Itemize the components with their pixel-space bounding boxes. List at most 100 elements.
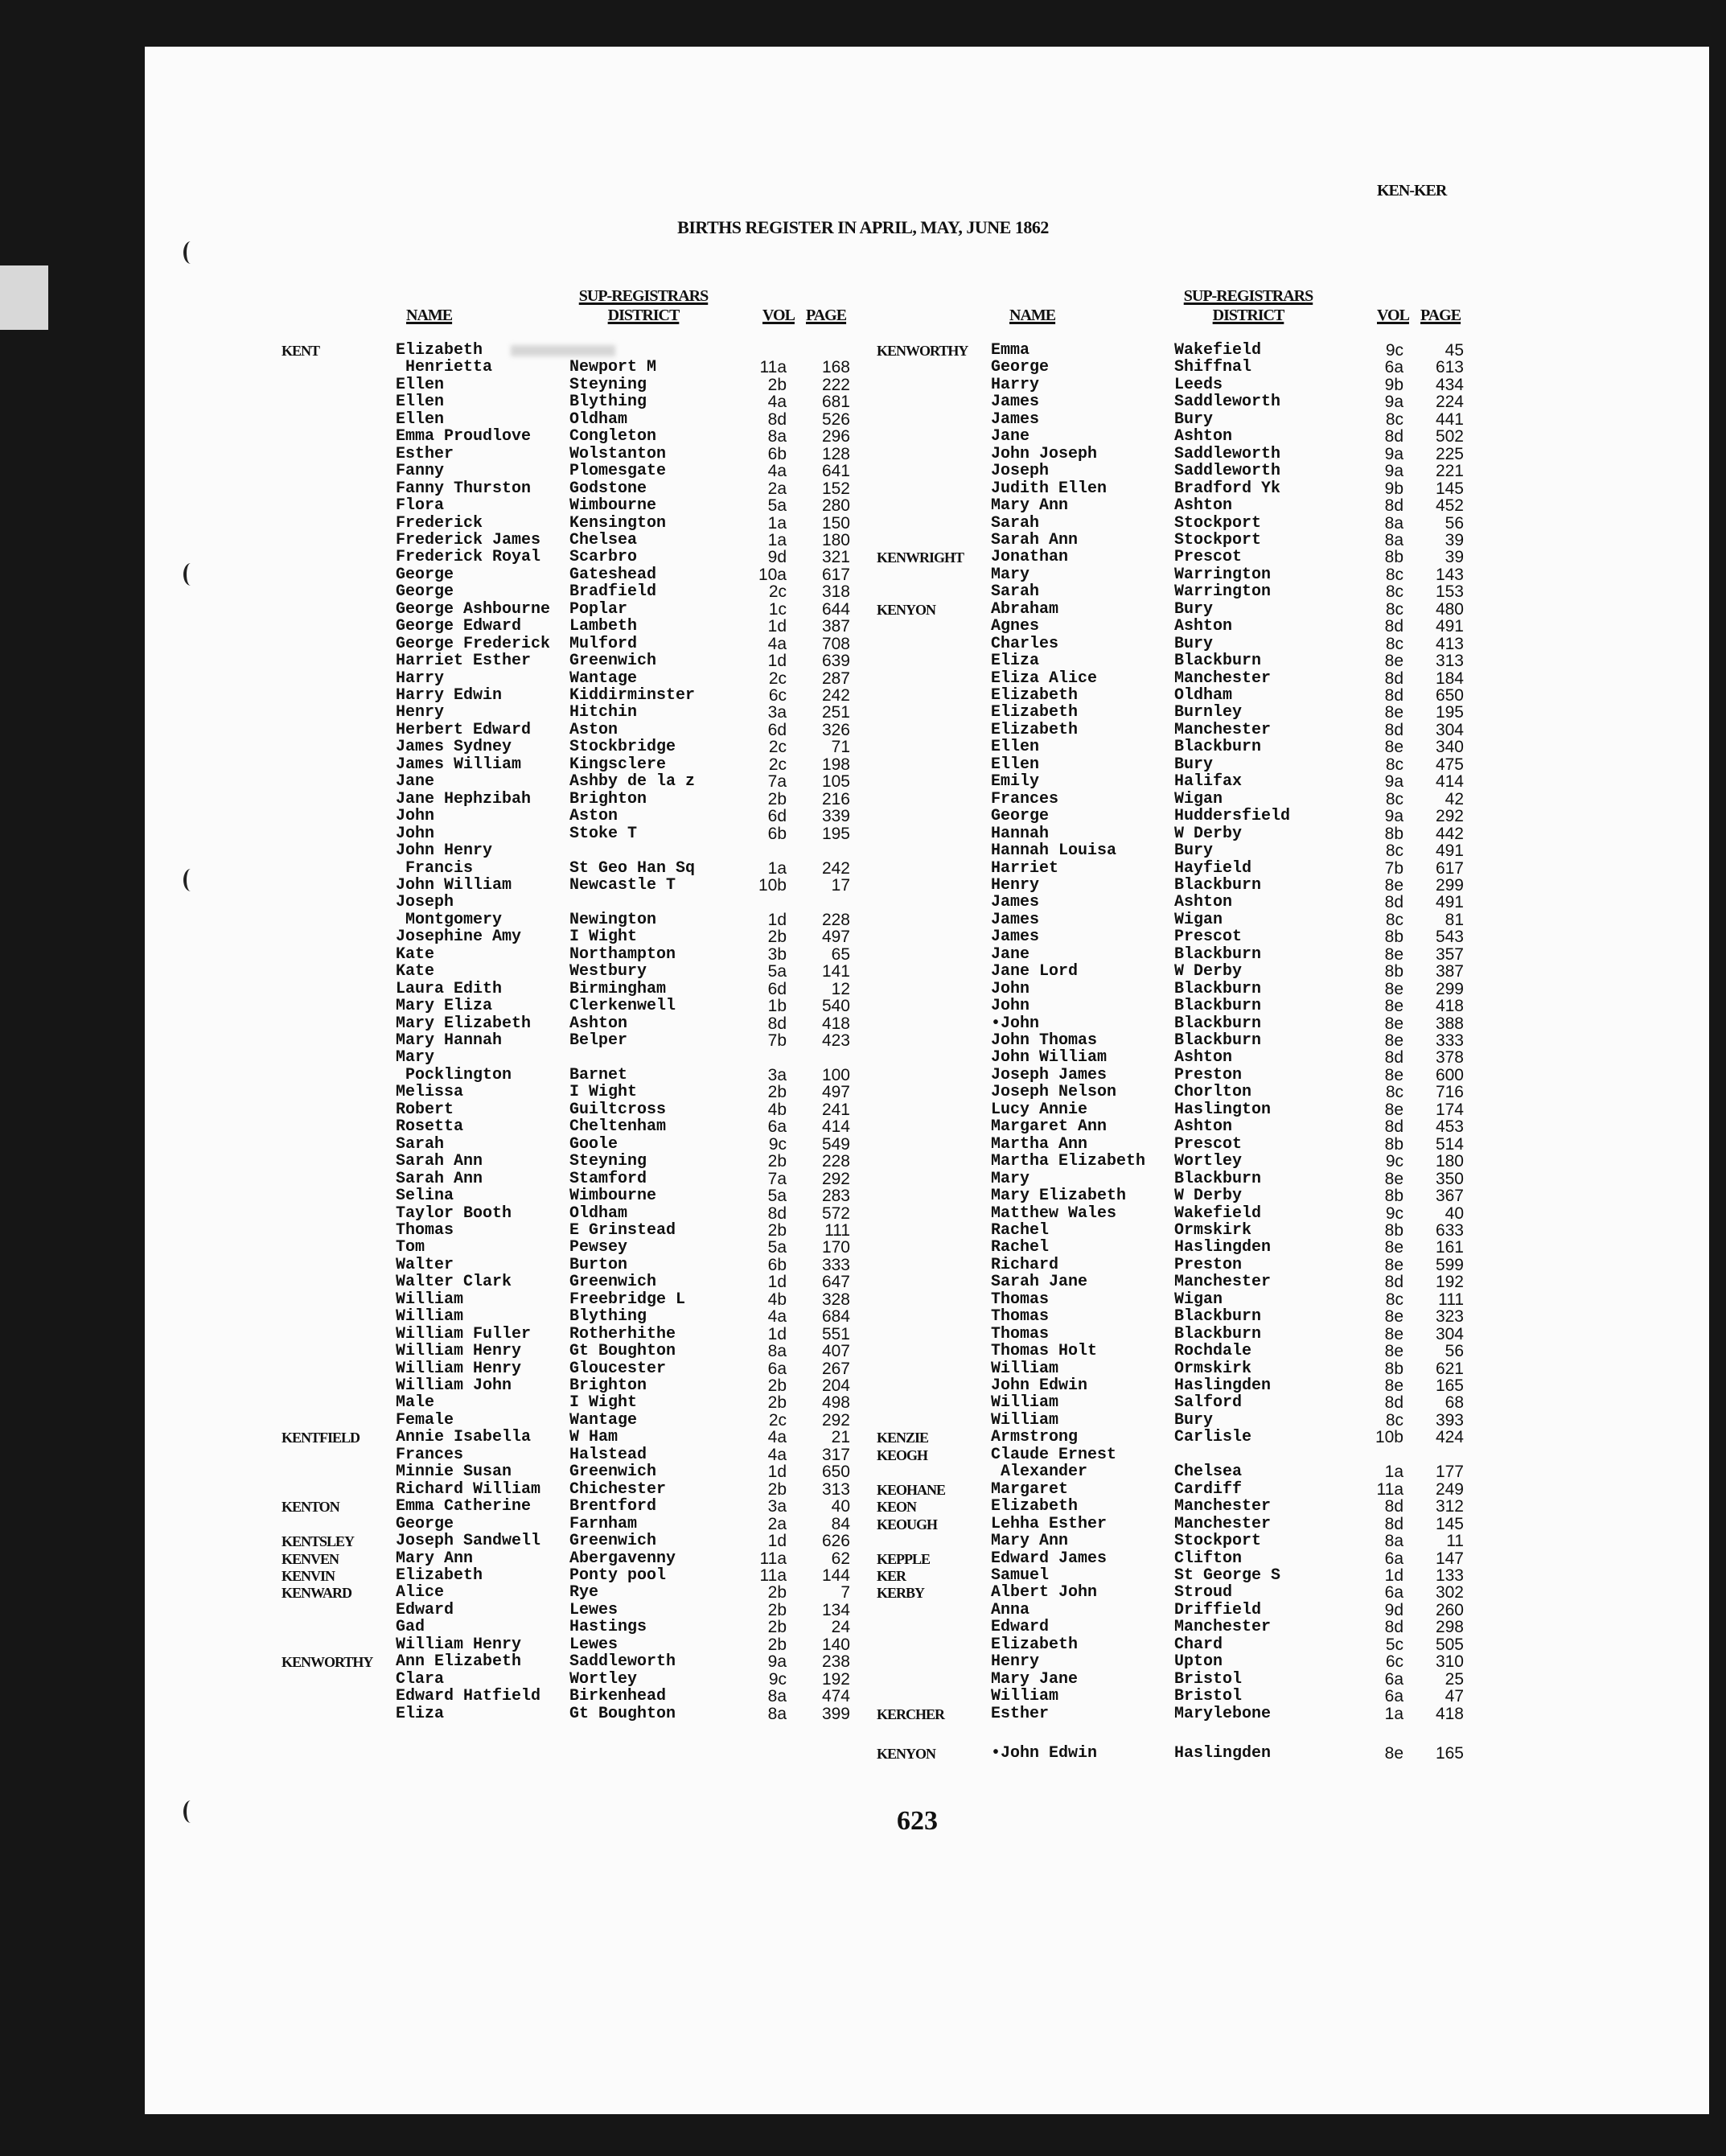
volume-cell: 4a — [767, 393, 787, 412]
district-cell: Lewes — [569, 1600, 618, 1619]
page-cell: 45 — [1444, 341, 1464, 360]
page-cell: 414 — [1435, 772, 1464, 792]
surname-cell: KEOGH — [877, 1446, 928, 1463]
district-cell: Wantage — [569, 669, 638, 688]
page-cell: 204 — [821, 1376, 850, 1395]
page-cell: 641 — [821, 462, 850, 481]
district-cell: Scarbro — [569, 548, 638, 567]
given-name-cell: Eliza — [396, 1704, 445, 1723]
volume-cell: 3a — [767, 1497, 787, 1516]
district-cell: Cardiff — [1174, 1479, 1243, 1499]
surname-cell: KEPPLE — [877, 1550, 931, 1567]
given-name-cell: Joseph — [991, 462, 1050, 481]
given-name-cell: Edward James — [991, 1549, 1108, 1568]
district-cell: Oldham — [569, 1203, 628, 1223]
page-cell: 287 — [821, 669, 850, 688]
given-name-cell: Mary Ann — [396, 1549, 474, 1568]
district-cell: Blackburn — [1174, 944, 1262, 964]
given-name-cell: Sarah Ann — [991, 530, 1079, 549]
page-cell: 498 — [821, 1393, 850, 1413]
district-cell: Ormskirk — [1174, 1359, 1252, 1378]
page-cell: 174 — [1435, 1100, 1464, 1119]
volume-cell: 2a — [767, 1514, 787, 1533]
page-cell: 313 — [1435, 652, 1464, 671]
volume-cell: 8b — [1384, 1187, 1403, 1206]
given-name-cell: George — [396, 565, 454, 584]
given-name-cell: Margaret — [991, 1479, 1069, 1499]
surname-cell: KENTFIELD — [282, 1430, 360, 1446]
page-cell: 387 — [1435, 962, 1464, 981]
surname-cell: KENT — [282, 343, 320, 359]
district-cell: Rochdale — [1174, 1342, 1252, 1361]
given-name-cell: Annie Isabella — [396, 1428, 532, 1447]
volume-cell: 8d — [1384, 1393, 1403, 1413]
volume-cell: 1d — [767, 652, 787, 671]
page-cell: 241 — [821, 1100, 850, 1119]
given-name-cell: Ellen — [396, 409, 445, 429]
given-name-cell: Martha Ann — [991, 1134, 1088, 1154]
col-header-district: SUP-REGISTRARS DISTRICT — [563, 286, 724, 325]
volume-cell: 6b — [767, 1255, 787, 1274]
page-cell: 228 — [821, 1152, 850, 1171]
district-cell: Blackburn — [1174, 1324, 1262, 1343]
district-cell: W Derby — [1174, 962, 1243, 981]
col-header-vol: VOL — [1377, 307, 1410, 324]
given-name-cell: Jane Lord — [991, 962, 1079, 981]
volume-cell: 8c — [1385, 1290, 1403, 1309]
page-cell: 644 — [821, 599, 850, 619]
page-cell: 100 — [821, 1065, 850, 1084]
district-cell: Wortley — [569, 1669, 638, 1689]
volume-cell: 6b — [767, 444, 787, 463]
volume-cell: 8b — [1384, 1359, 1403, 1378]
given-name-cell: Harriet — [991, 858, 1059, 878]
given-name-cell: James — [991, 409, 1040, 429]
district-cell: Manchester — [1174, 720, 1272, 739]
district-cell: Haslingden — [1174, 1743, 1272, 1763]
given-name-cell: Thomas Holt — [991, 1342, 1098, 1361]
given-name-cell: John William — [396, 875, 512, 895]
given-name-cell: Sarah — [991, 513, 1040, 533]
district-cell: Chorlton — [1174, 1083, 1252, 1102]
page-cell: 475 — [1435, 755, 1464, 774]
volume-cell: 6a — [1384, 1549, 1403, 1568]
volume-cell: 8d — [1384, 1273, 1403, 1292]
page-cell: 491 — [1435, 617, 1464, 636]
page-cell: 40 — [831, 1497, 850, 1516]
district-cell: Greenwich — [569, 652, 657, 671]
volume-cell: 8b — [1384, 962, 1403, 981]
page-cell: 317 — [821, 1445, 850, 1464]
volume-cell: 9a — [1384, 462, 1403, 481]
volume-cell: 8e — [1384, 944, 1403, 964]
page-cell: 399 — [821, 1704, 850, 1723]
page-cell: 423 — [821, 1031, 850, 1050]
volume-cell: 8d — [1384, 669, 1403, 688]
district-cell: Halifax — [1174, 772, 1243, 792]
given-name-cell: James William — [396, 755, 522, 774]
given-name-cell: Emily — [991, 772, 1040, 792]
district-cell: Stockport — [1174, 530, 1262, 549]
district-cell: Warrington — [1174, 565, 1272, 584]
given-name-cell: Agnes — [991, 617, 1040, 636]
given-name-cell: Charles — [991, 634, 1059, 653]
given-name-cell: Eliza Alice — [991, 669, 1098, 688]
given-name-cell: John — [396, 824, 435, 843]
volume-cell: 9c — [1385, 341, 1403, 360]
district-cell: Wimbourne — [569, 496, 657, 516]
page-cell: 165 — [1435, 1743, 1464, 1763]
punch-hole-mark — [183, 1800, 198, 1823]
given-name-cell: Thomas — [991, 1307, 1050, 1327]
district-cell: Oldham — [569, 409, 628, 429]
page-cell: 526 — [821, 409, 850, 429]
given-name-cell: Ellen — [396, 375, 445, 394]
volume-cell: 9a — [1384, 393, 1403, 412]
volume-cell: 8b — [1384, 548, 1403, 567]
page-cell: 47 — [1444, 1687, 1464, 1706]
district-cell: Wakefield — [1174, 341, 1262, 360]
page-cell: 222 — [821, 375, 850, 394]
given-name-cell: Selina — [396, 1187, 454, 1206]
surname-cell: KENTSLEY — [282, 1533, 355, 1550]
page-cell: 617 — [821, 565, 850, 584]
volume-cell: 2c — [768, 755, 787, 774]
page-cell: 56 — [1444, 1342, 1464, 1361]
district-cell: Mulford — [569, 634, 638, 653]
